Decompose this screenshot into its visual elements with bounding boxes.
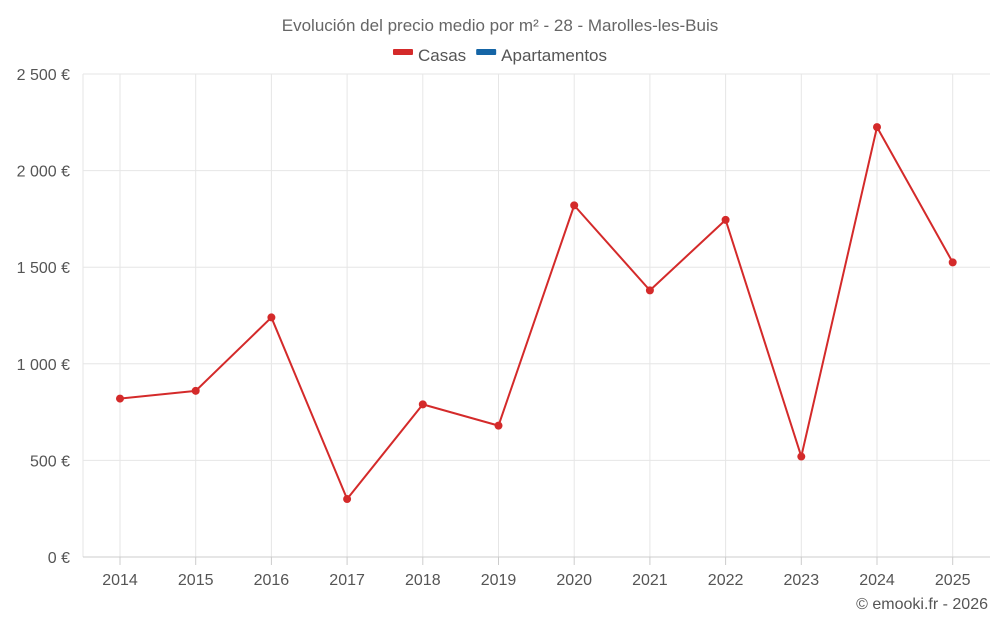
legend-label-casas: Casas xyxy=(418,46,466,65)
y-tick-label: 2 000 € xyxy=(17,164,70,181)
legend-label-apartamentos: Apartamentos xyxy=(501,46,607,65)
data-point xyxy=(570,201,579,210)
series-line-casas xyxy=(119,126,954,501)
data-point xyxy=(645,286,654,295)
legend-swatch-casas xyxy=(392,49,413,55)
data-point xyxy=(343,495,352,504)
x-tick-label: 2024 xyxy=(859,572,895,589)
x-tick-label: 2019 xyxy=(481,572,517,589)
data-point xyxy=(797,452,806,461)
x-tick-label: 2021 xyxy=(632,572,668,589)
x-tick-label: 2016 xyxy=(254,572,290,589)
credit-text: © emooki.fr - 2026 xyxy=(856,596,988,613)
y-tick-label: 500 € xyxy=(30,453,70,470)
data-point xyxy=(191,386,200,395)
grid xyxy=(82,73,990,558)
y-tick-label: 0 € xyxy=(48,550,70,567)
data-point xyxy=(873,123,881,132)
series-layer xyxy=(116,123,957,504)
data-point xyxy=(494,421,503,430)
legend: Casas Apartamentos xyxy=(392,46,607,65)
data-point xyxy=(267,313,276,322)
y-tick-label: 1 500 € xyxy=(17,260,70,277)
x-tick-label: 2014 xyxy=(102,572,138,589)
y-tick-label: 1 000 € xyxy=(17,357,70,374)
y-axis-ticks: 0 € 500 € 1 000 € 1 500 € 2 000 € 2 500 € xyxy=(17,67,70,567)
x-tick-label: 2018 xyxy=(405,572,441,589)
x-tick-label: 2017 xyxy=(329,572,365,589)
data-point xyxy=(116,394,124,403)
legend-swatch-apartamentos xyxy=(476,49,497,55)
x-tick-label: 2020 xyxy=(556,572,592,589)
x-tick-label: 2015 xyxy=(178,572,214,589)
x-tick-label: 2023 xyxy=(784,572,820,589)
chart-title: Evolución del precio medio por m² - 28 -… xyxy=(282,16,719,35)
data-point xyxy=(948,258,957,267)
x-tick-label: 2025 xyxy=(935,572,971,589)
y-tick-label: 2 500 € xyxy=(17,67,70,84)
x-tick-label: 2022 xyxy=(708,572,744,589)
data-point xyxy=(721,215,730,224)
data-point xyxy=(418,400,427,409)
x-axis-ticks: 2014 2015 2016 2017 2018 2019 2020 2021 2022 2023… xyxy=(102,557,971,589)
